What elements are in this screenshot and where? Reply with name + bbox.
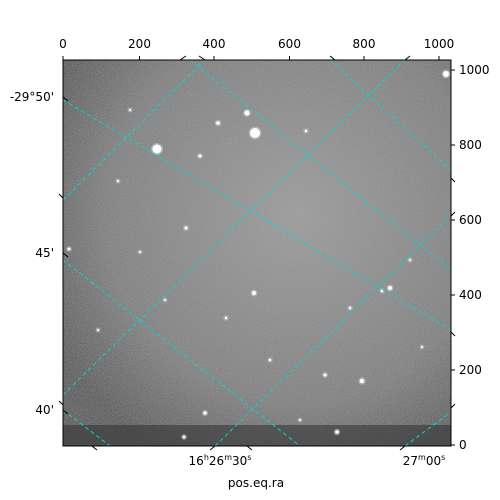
star <box>335 430 339 434</box>
grid-line <box>63 60 206 201</box>
star <box>299 419 301 421</box>
star <box>116 179 120 183</box>
wcs-tick <box>179 55 187 61</box>
star <box>139 251 141 253</box>
top-tick-label: 800 <box>353 37 376 51</box>
star <box>67 247 71 251</box>
grid-line <box>214 214 451 446</box>
top-tick-label: 1000 <box>424 37 455 51</box>
star <box>304 129 308 133</box>
star <box>250 128 260 138</box>
dec-tick-label: -29°50' <box>10 90 54 104</box>
coordinate-grid <box>63 60 451 446</box>
wcs-tick <box>450 211 456 217</box>
wcs-tick <box>198 55 206 61</box>
star <box>443 71 449 77</box>
wcs-tick <box>209 445 216 451</box>
right-tick-label: 600 <box>459 213 482 227</box>
top-tick-label: 200 <box>128 37 151 51</box>
top-tick-label: 600 <box>278 37 301 51</box>
star <box>359 378 365 384</box>
star <box>244 110 250 116</box>
grid-line <box>329 60 451 171</box>
star <box>380 289 384 293</box>
right-tick-label: 0 <box>459 438 467 452</box>
dec-tick <box>62 409 69 415</box>
star <box>184 226 188 230</box>
star <box>97 329 99 331</box>
dec-tick <box>62 96 69 102</box>
grid-line <box>63 60 406 396</box>
wcs-tick <box>91 445 98 451</box>
grid-line <box>63 409 111 446</box>
star <box>268 358 272 362</box>
wcs-tick <box>450 177 456 183</box>
star <box>421 346 423 348</box>
bottom-ra-axis: 16h26m30s 27m00s <box>189 453 446 468</box>
top-pixel-axis: 0 200 400 600 800 1000 <box>59 37 454 60</box>
dec-tick-label: 45' <box>35 246 54 260</box>
star <box>198 154 202 158</box>
wcs-tick <box>450 403 456 409</box>
astronomical-image <box>63 60 451 446</box>
x-axis-label: pos.eq.ra <box>228 476 284 490</box>
grid-line <box>63 259 301 446</box>
star <box>216 121 220 125</box>
wcs-tick <box>450 331 456 337</box>
right-pixel-axis: 0 200 400 600 800 1000 <box>451 63 490 452</box>
wcs-tick <box>58 400 64 406</box>
star <box>203 411 207 415</box>
star-field <box>66 69 451 440</box>
grid-line <box>404 411 451 446</box>
right-tick-label: 800 <box>459 138 482 152</box>
right-tick-label: 200 <box>459 363 482 377</box>
wcs-tick <box>58 193 64 199</box>
wcs-tick <box>399 445 406 451</box>
dec-tick-label: 40' <box>35 403 54 417</box>
star <box>409 259 411 261</box>
star <box>348 306 352 310</box>
star <box>182 435 186 439</box>
wcs-tick <box>246 445 253 451</box>
star <box>252 291 256 295</box>
wcs-tick <box>329 55 336 61</box>
star <box>224 316 228 320</box>
star <box>164 299 166 301</box>
right-tick-label: 1000 <box>459 63 490 77</box>
left-dec-axis: -29°50' 45' 40' <box>10 55 456 451</box>
dec-tick <box>62 252 69 258</box>
top-tick-label: 400 <box>203 37 226 51</box>
ra-tick-label: 27m00s <box>403 453 446 468</box>
star <box>388 286 392 290</box>
star <box>129 109 131 111</box>
star <box>152 144 162 154</box>
wcs-tick <box>404 55 411 61</box>
right-tick-label: 400 <box>459 288 482 302</box>
grid-line <box>63 99 451 331</box>
ra-tick-label: 16h26m30s <box>189 453 252 468</box>
top-tick-label: 0 <box>59 37 67 51</box>
star <box>323 373 327 377</box>
